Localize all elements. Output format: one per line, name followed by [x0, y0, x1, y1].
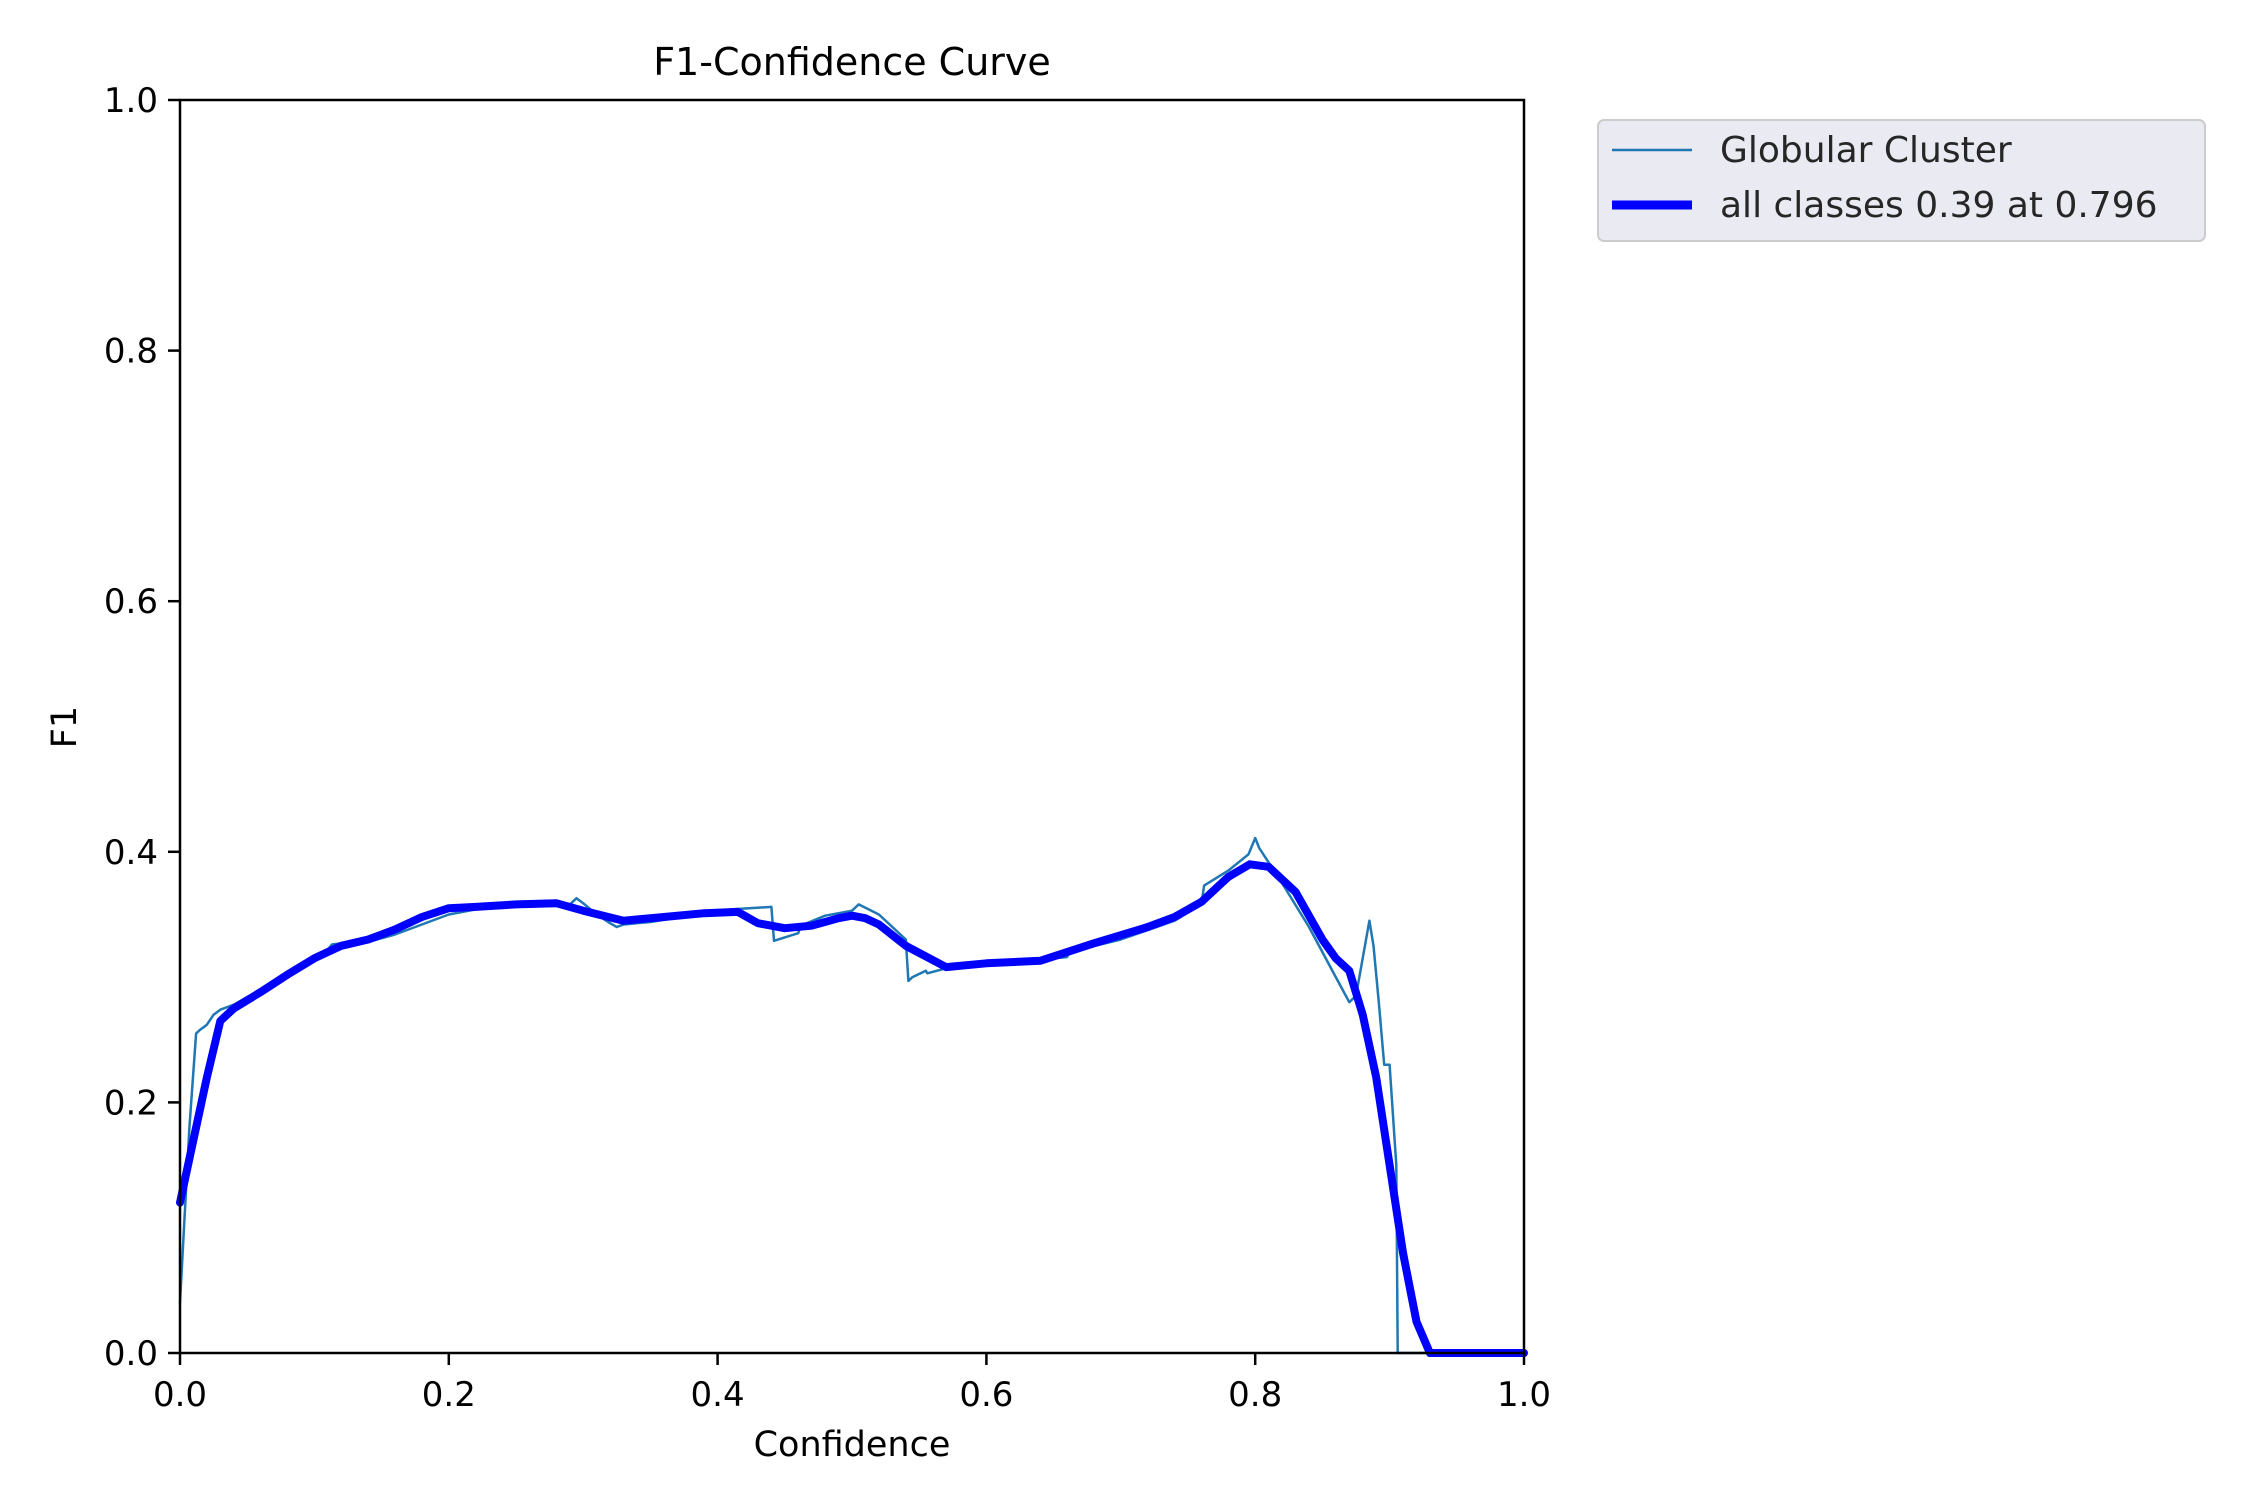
legend-label-globular-cluster: Globular Cluster — [1720, 130, 2012, 171]
x-axis: 0.0 0.2 0.4 0.6 0.8 1.0 — [153, 1353, 1551, 1415]
x-axis-label: Confidence — [754, 1425, 951, 1465]
x-tick-label: 0.2 — [422, 1375, 476, 1415]
legend: Globular Cluster all classes 0.39 at 0.7… — [1597, 119, 2206, 242]
series-layer — [176, 836, 1528, 1357]
plot-frame — [178, 98, 1526, 1355]
y-tick-label: 0.4 — [104, 833, 158, 873]
y-axis: 0.0 0.2 0.4 0.6 0.8 1.0 — [104, 81, 180, 1374]
x-tick-label: 0.0 — [153, 1375, 207, 1415]
x-tick-label: 0.8 — [1228, 1375, 1282, 1415]
legend-label-all-classes: all classes 0.39 at 0.796 — [1720, 185, 2158, 226]
y-tick-label: 0.2 — [104, 1083, 158, 1123]
y-tick-label: 1.0 — [104, 81, 158, 121]
y-tick-label: 0.0 — [104, 1334, 158, 1374]
chart-title: F1-Confidence Curve — [653, 40, 1051, 84]
x-tick-label: 1.0 — [1497, 1375, 1551, 1415]
y-tick-label: 0.8 — [104, 332, 158, 372]
series-line-all-classes — [176, 860, 1528, 1357]
y-tick-label: 0.6 — [104, 582, 158, 622]
x-tick-label: 0.4 — [691, 1375, 745, 1415]
legend-box — [1597, 119, 2206, 242]
x-tick-label: 0.6 — [959, 1375, 1013, 1415]
y-axis-label: F1 — [45, 706, 85, 748]
